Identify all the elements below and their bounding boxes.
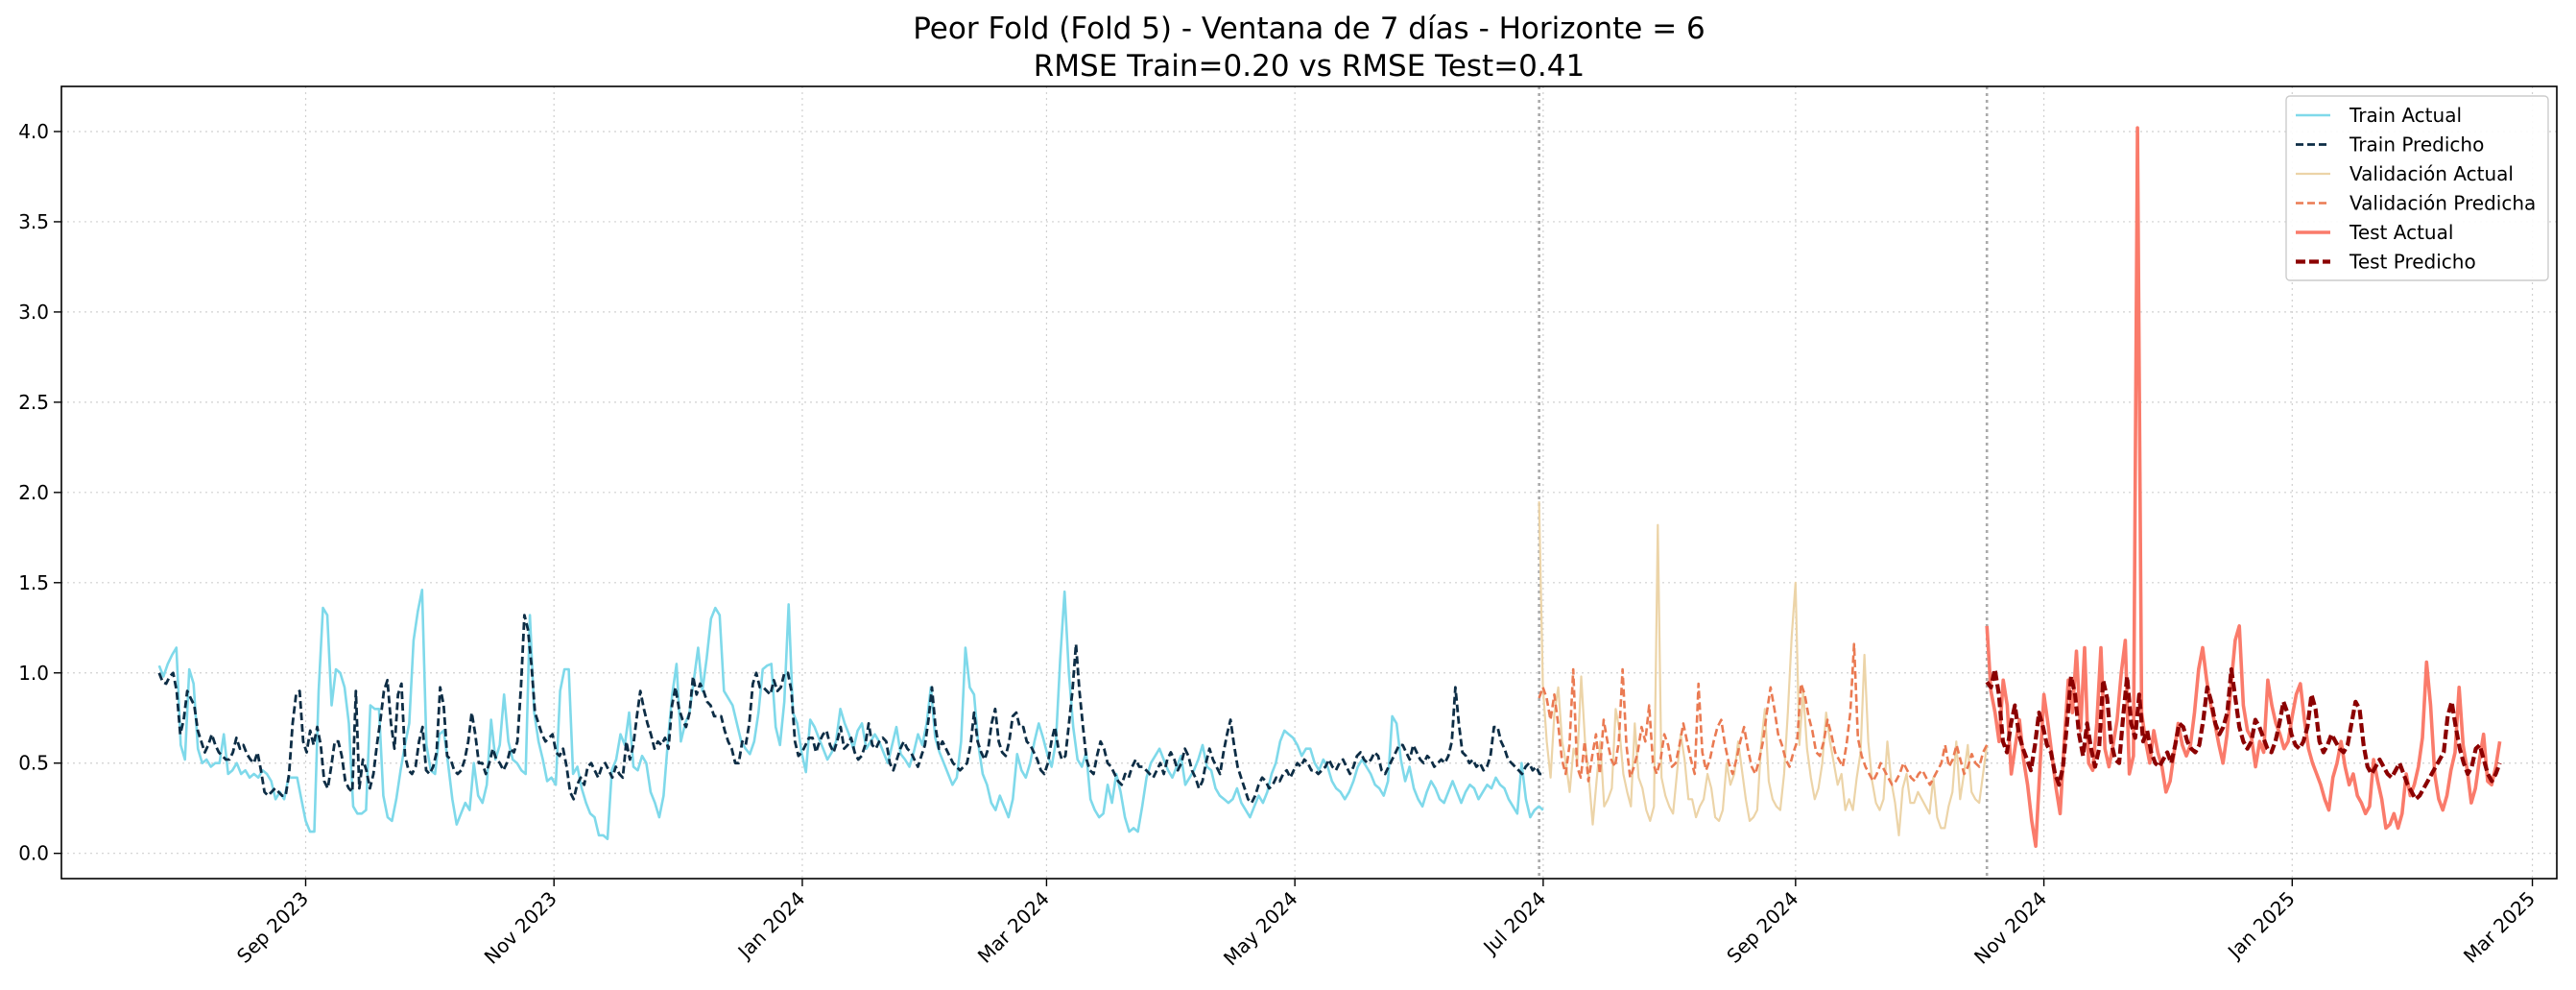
x-tick-label: Mar 2025	[2459, 887, 2540, 968]
y-tick-label: 1.5	[18, 571, 49, 594]
legend-label: Test Actual	[2349, 221, 2453, 244]
legend: Train Actual Train Predicho Validación Act…	[2285, 95, 2549, 281]
y-tick-label: 3.5	[18, 210, 49, 233]
series-line	[1985, 126, 2502, 849]
x-tick-label: Jan 2024	[732, 887, 810, 965]
x-tick-label: Sep 2024	[1722, 887, 1802, 968]
x-tick-label: Jul 2024	[1477, 887, 1550, 960]
legend-label: Validación Actual	[2349, 162, 2514, 185]
x-tick-label: Mar 2024	[973, 887, 1054, 968]
legend-box	[2285, 95, 2549, 281]
x-tick-label: Nov 2023	[480, 887, 561, 969]
legend-label: Train Actual	[2349, 104, 2462, 127]
y-tick-label: 3.0	[18, 301, 49, 324]
series-lines	[157, 126, 2502, 849]
series-line	[1538, 501, 1989, 837]
plot-frame	[60, 85, 2558, 880]
chart-title: Peor Fold (Fold 5) - Ventana de 7 días -…	[913, 12, 1705, 46]
split-markers	[1538, 86, 1989, 879]
y-tick-label: 1.0	[18, 662, 49, 685]
series-line	[1985, 666, 2502, 802]
x-tick-label: Nov 2024	[1969, 887, 2051, 969]
series-line	[1538, 642, 1989, 786]
series-line	[157, 588, 1544, 841]
x-tick-label: Jan 2025	[2222, 887, 2300, 965]
y-tick-label: 2.0	[18, 481, 49, 504]
x-tick-label: Sep 2023	[232, 887, 313, 968]
series-line	[157, 614, 1543, 805]
y-tick-label: 2.5	[18, 391, 49, 414]
legend-label: Validación Predicha	[2349, 192, 2536, 215]
chart-subtitle: RMSE Train=0.20 vs RMSE Test=0.41	[1034, 49, 1585, 84]
y-axis: 0.0 0.5 1.0 1.5 2.0 2.5 3.0 3.5 4.0	[18, 120, 61, 865]
x-tick-label: May 2024	[1219, 887, 1302, 971]
y-tick-label: 0.5	[18, 752, 49, 775]
legend-label: Train Predicho	[2349, 133, 2484, 157]
y-tick-label: 4.0	[18, 120, 49, 143]
x-axis: Sep 2023 Nov 2023 Jan 2024 Mar 2024 May 2024…	[232, 879, 2540, 970]
legend-label: Test Predicho	[2349, 251, 2476, 274]
y-tick-label: 0.0	[18, 842, 49, 865]
